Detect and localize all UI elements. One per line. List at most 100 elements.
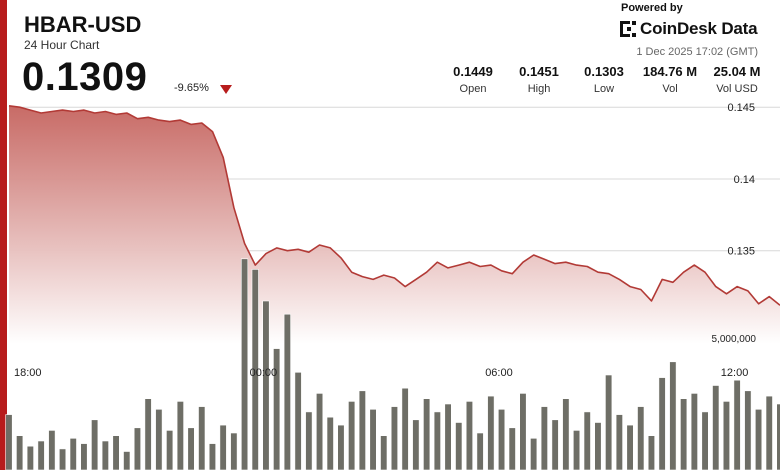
volume-bar-11 xyxy=(123,451,131,470)
volume-bar-6 xyxy=(69,437,77,470)
volume-bar-8 xyxy=(91,419,99,470)
stat-low: 0.1303 Low xyxy=(579,64,629,95)
stat-label: High xyxy=(527,83,551,95)
volume-bar-41 xyxy=(444,403,452,470)
volume-bar-70 xyxy=(754,408,763,470)
x-tick-label: 18:00 xyxy=(14,367,42,379)
stat-vol: 184.76 M Vol xyxy=(636,64,704,95)
volume-bar-44 xyxy=(476,432,484,470)
volume-bar-65 xyxy=(701,411,709,470)
volume-bar-24 xyxy=(262,300,270,470)
current-price: 0.1309 xyxy=(22,55,148,99)
volume-bar-48 xyxy=(519,393,527,470)
stat-label: Vol xyxy=(662,83,678,95)
volume-bar-30 xyxy=(326,416,334,470)
volume-bar-57 xyxy=(615,414,623,470)
volume-bar-52 xyxy=(562,398,570,470)
volume-bar-61 xyxy=(658,377,666,470)
volume-bar-62 xyxy=(669,361,677,470)
volume-bar-36 xyxy=(390,406,399,470)
symbol-title: HBAR-USD xyxy=(24,12,142,37)
powered-by-label: Powered by xyxy=(621,2,683,14)
volume-bar-47 xyxy=(508,427,516,470)
timestamp: 1 Dec 2025 17:02 (GMT) xyxy=(636,46,758,58)
volume-bar-5 xyxy=(58,448,67,470)
price-area xyxy=(9,105,780,344)
volume-bar-67 xyxy=(722,401,731,470)
volume-bar-71 xyxy=(765,395,773,470)
volume-bar-69 xyxy=(744,390,752,470)
volume-bar-66 xyxy=(712,385,720,470)
stat-value: 0.1451 xyxy=(519,64,559,79)
volume-bar-33 xyxy=(358,390,366,470)
price-line xyxy=(8,105,780,306)
volume-bar-1 xyxy=(16,435,24,470)
volume-bar-0 xyxy=(5,414,13,470)
stat-vol-usd: 25.04 M Vol USD xyxy=(706,64,768,95)
volume-bar-45 xyxy=(487,395,495,470)
y-tick-label: 0.14 xyxy=(734,174,755,186)
volume-bar-15 xyxy=(166,430,174,470)
volume-bar-64 xyxy=(690,393,698,470)
volume-bar-32 xyxy=(348,401,356,470)
volume-bar-3 xyxy=(37,440,45,470)
volume-bar-27 xyxy=(294,371,302,470)
volume-bar-55 xyxy=(594,422,602,470)
y-tick-label: 0.145 xyxy=(727,102,755,114)
stat-value: 184.76 M xyxy=(642,64,698,79)
volume-bar-25 xyxy=(273,348,281,470)
volume-bar-29 xyxy=(315,393,324,470)
volume-bar-49 xyxy=(530,437,538,470)
stat-value: 25.04 M xyxy=(713,64,761,79)
accent-bar xyxy=(0,0,7,470)
chart-subtitle: 24 Hour Chart xyxy=(24,38,100,52)
volume-bar-60 xyxy=(647,435,656,470)
x-tick-label: 12:00 xyxy=(721,367,749,379)
volume-bar-9 xyxy=(101,440,109,470)
volume-bar-10 xyxy=(112,435,120,470)
volume-bar-7 xyxy=(80,443,88,470)
volume-bar-23 xyxy=(251,269,259,470)
stat-label: Open xyxy=(459,83,487,95)
volume-bar-51 xyxy=(551,419,559,470)
volume-bar-68 xyxy=(733,379,741,470)
volume-bar-50 xyxy=(540,406,548,470)
volume-bar-37 xyxy=(401,387,409,470)
volume-bar-53 xyxy=(572,430,581,470)
stat-value: 0.1303 xyxy=(584,64,624,79)
volume-bar-19 xyxy=(208,443,216,470)
volume-bar-31 xyxy=(337,424,345,470)
volume-bar-17 xyxy=(187,427,195,470)
volume-bar-35 xyxy=(380,435,388,470)
volume-bar-12 xyxy=(133,427,141,470)
down-arrow-icon xyxy=(220,85,232,94)
volume-bar-14 xyxy=(155,408,163,470)
volume-bar-39 xyxy=(423,398,431,470)
volume-bar-4 xyxy=(48,430,56,470)
brand-logo[interactable]: CoinDesk Data xyxy=(620,19,758,39)
volume-bar-63 xyxy=(680,398,688,470)
volume-bar-43 xyxy=(465,401,474,470)
volume-bar-18 xyxy=(198,406,206,470)
stat-high: 0.1451 High xyxy=(514,64,564,95)
volume-bar-46 xyxy=(497,408,506,470)
stat-label: Low xyxy=(593,83,615,95)
volume-bar-28 xyxy=(305,411,313,470)
volume-bar-26 xyxy=(283,313,291,470)
volume-bar-56 xyxy=(605,374,613,470)
volume-bar-16 xyxy=(176,401,184,470)
volume-bar-21 xyxy=(230,432,238,470)
x-tick-label: 00:00 xyxy=(250,367,278,379)
volume-bar-38 xyxy=(412,419,420,470)
volume-scale-label: 5,000,000 xyxy=(712,334,757,345)
stat-open: 0.1449 Open xyxy=(448,64,498,95)
volume-bar-59 xyxy=(637,406,645,470)
coindesk-icon xyxy=(620,21,636,37)
volume-bar-40 xyxy=(433,411,441,470)
y-tick-label: 0.135 xyxy=(727,246,755,258)
volume-bar-13 xyxy=(144,398,152,470)
volume-bar-58 xyxy=(626,424,634,470)
price-change: -9.65% xyxy=(174,82,209,94)
brand-name: CoinDesk Data xyxy=(640,19,758,38)
